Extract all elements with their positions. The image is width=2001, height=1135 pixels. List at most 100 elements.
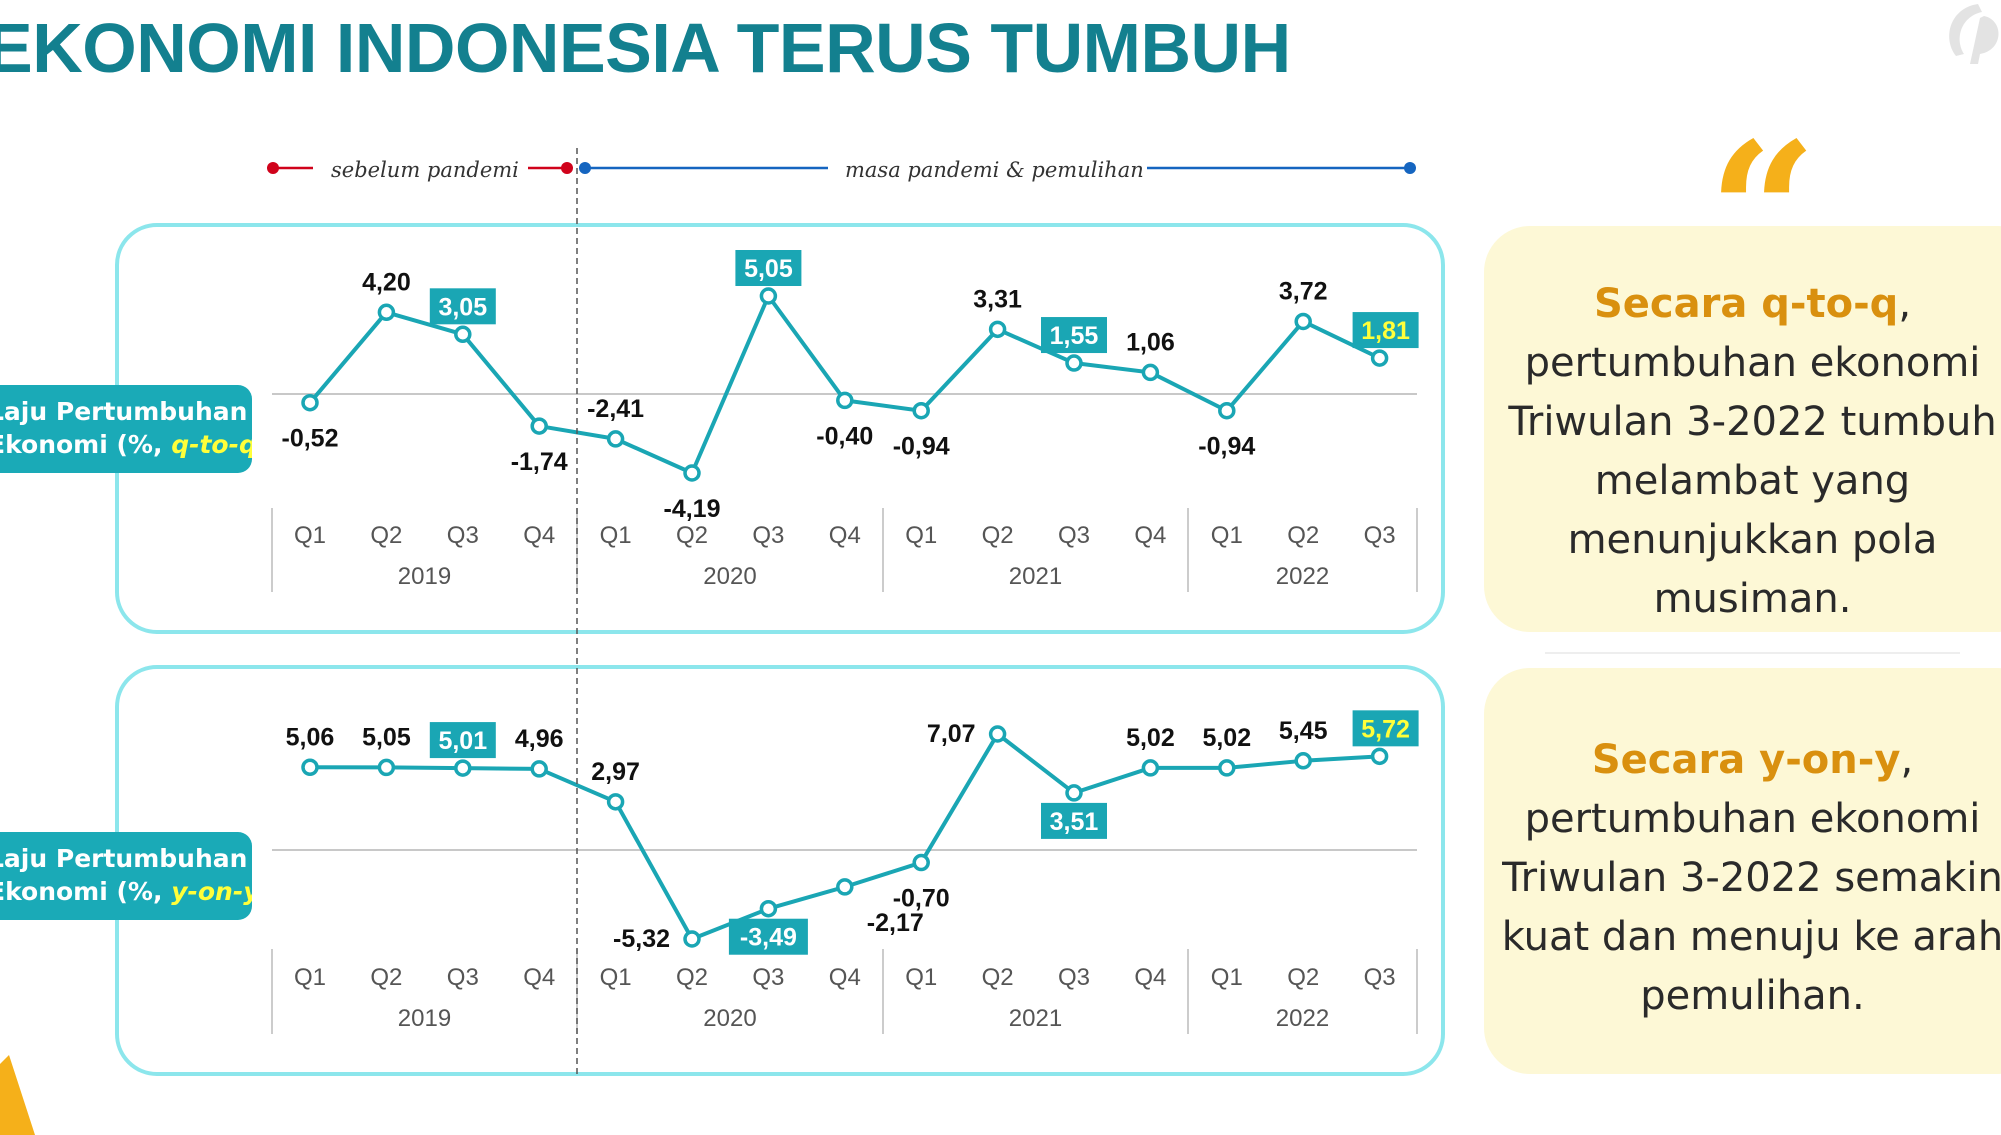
- x-tick-label: Q3: [1058, 964, 1090, 991]
- yony-note-line: pemulihan.: [1640, 973, 1865, 1019]
- data-label: -0,70: [893, 885, 950, 913]
- before-marker-start: [267, 162, 279, 174]
- data-label: 4,20: [362, 268, 411, 296]
- data-point: [301, 758, 319, 777]
- data-label: 5,01: [438, 727, 487, 755]
- qtoq-note-line: menunjukkan pola musiman.: [1567, 517, 1938, 622]
- yony-note-line: pertumbuhan ekonomi: [1524, 796, 1981, 842]
- data-label: -0,94: [1198, 433, 1255, 461]
- qtoq-note-line: pertumbuhan ekonomi: [1524, 340, 1981, 386]
- qtoq-label-line1: Laju Pertumbuhan: [0, 397, 248, 426]
- data-label: 1,55: [1050, 322, 1099, 350]
- data-point: [912, 401, 930, 420]
- highlight-label-box: [728, 918, 808, 955]
- data-point: [1370, 349, 1389, 367]
- data-point: [606, 793, 625, 811]
- data-point: [912, 853, 930, 872]
- after-marker-start: [579, 162, 591, 174]
- page-title: EKONOMI INDONESIA TERUS TUMBUH: [0, 9, 1291, 87]
- data-point: [377, 303, 396, 322]
- data-label: 2,97: [591, 758, 640, 786]
- data-point: [1294, 752, 1312, 770]
- data-label: 5,72: [1361, 715, 1410, 743]
- data-label: 5,02: [1126, 724, 1175, 752]
- data-label: 4,96: [515, 725, 564, 753]
- x-tick-label: Q4: [829, 522, 861, 549]
- qtoq-label-prefix: Ekonomi (%,: [0, 430, 172, 459]
- yony-note-box: [1484, 668, 2001, 1074]
- before-marker-end: [561, 162, 573, 174]
- year-label: 2021: [1009, 563, 1062, 590]
- qtoq-chart: Q1 Q2 Q3 Q4 Q1 Q2 Q3 Q4 Q1 Q2 Q3 Q4 Q1 Q2 Q3 2019 2020 20…: [271, 250, 1419, 592]
- x-tick-label: Q4: [1134, 964, 1166, 991]
- qtoq-label-em: q-to-q: [171, 430, 252, 459]
- year-label: 2020: [703, 1005, 756, 1032]
- year-label: 2022: [1276, 1005, 1329, 1032]
- data-label: 7,07: [927, 720, 976, 748]
- x-tick-label: Q3: [447, 964, 479, 991]
- x-tick-label: Q4: [1134, 522, 1166, 549]
- data-point: [836, 878, 854, 896]
- highlight-label-box: [1352, 710, 1419, 747]
- data-point: [1294, 312, 1312, 331]
- x-tick-label: Q4: [523, 522, 555, 549]
- data-point: [1370, 747, 1389, 766]
- qtoq-note-highlight: Secara q-to-q: [1593, 281, 1899, 327]
- x-tick-label: Q4: [829, 964, 861, 991]
- qtoq-note-head: Secara q-to-q,: [1480, 275, 2001, 334]
- x-tick-label: Q1: [1211, 964, 1243, 991]
- x-tick-label: Q4: [523, 964, 555, 991]
- data-label: 1,06: [1126, 328, 1175, 356]
- data-label: 5,02: [1202, 724, 1251, 752]
- yony-note: Secara y-on-y, pertumbuhan ekonomi Triwu…: [1480, 731, 2001, 1026]
- year-label: 2021: [1009, 1005, 1062, 1032]
- data-point: [377, 758, 396, 777]
- highlight-label-box: [429, 722, 496, 759]
- yony-note-head-tail: ,: [1900, 737, 1914, 783]
- x-tick-label: Q3: [752, 964, 784, 991]
- x-tick-label: Q1: [600, 964, 632, 991]
- data-label: -3,49: [740, 924, 797, 952]
- qtoq-panel-label: Laju Pertumbuhan Ekonomi (%, q-to-q): [0, 385, 252, 473]
- x-tick-label: Q3: [1364, 964, 1396, 991]
- data-point: [606, 430, 625, 448]
- data-point: [759, 287, 778, 305]
- after-marker-end: [1404, 162, 1416, 174]
- yony-label-line1: Laju Pertumbuhan: [0, 844, 248, 873]
- data-point: [1218, 401, 1236, 420]
- yony-note-line: Triwulan 3-2022 semakin: [1502, 855, 2001, 901]
- logo-mark: [1949, 4, 1999, 64]
- highlight-label-box: [429, 288, 496, 325]
- data-label: 1,81: [1361, 317, 1410, 345]
- data-point: [1141, 759, 1160, 777]
- qtoq-note-box: [1484, 226, 2001, 632]
- year-label: 2019: [398, 1005, 451, 1032]
- x-tick-label: Q1: [600, 522, 632, 549]
- data-label: 5,45: [1279, 717, 1328, 745]
- highlight-label-box: [1041, 802, 1107, 839]
- x-tick-label: Q3: [752, 522, 784, 549]
- yony-label-em: y-on-y: [171, 877, 252, 906]
- pandemic-recovery-label: masa pandemi & pemulihan: [845, 158, 1144, 182]
- qtoq-note-line: Triwulan 3-2022 tumbuh: [1508, 399, 1997, 445]
- data-label: -5,32: [613, 925, 670, 953]
- data-point: [836, 391, 854, 410]
- year-label: 2020: [703, 563, 756, 590]
- x-tick-label: Q3: [447, 522, 479, 549]
- x-tick-label: Q2: [370, 522, 402, 549]
- qtoq-label-line2: Ekonomi (%, q-to-q): [0, 428, 252, 461]
- data-label: -0,94: [893, 433, 950, 461]
- highlight-label-box: [1352, 312, 1419, 349]
- year-label: 2022: [1276, 563, 1329, 590]
- data-label: 3,72: [1279, 277, 1328, 305]
- data-point: [454, 325, 472, 344]
- highlight-label-box: [735, 250, 802, 286]
- before-pandemic-label: sebelum pandemi: [331, 158, 519, 182]
- yony-label-line2: Ekonomi (%, y-on-y): [0, 875, 252, 908]
- x-tick-label: Q2: [1287, 964, 1319, 991]
- yony-note-head: Secara y-on-y,: [1480, 731, 2001, 790]
- x-tick-label: Q2: [982, 522, 1014, 549]
- x-tick-label: Q2: [676, 964, 708, 991]
- data-point: [1218, 759, 1236, 777]
- x-tick-label: Q1: [294, 522, 326, 549]
